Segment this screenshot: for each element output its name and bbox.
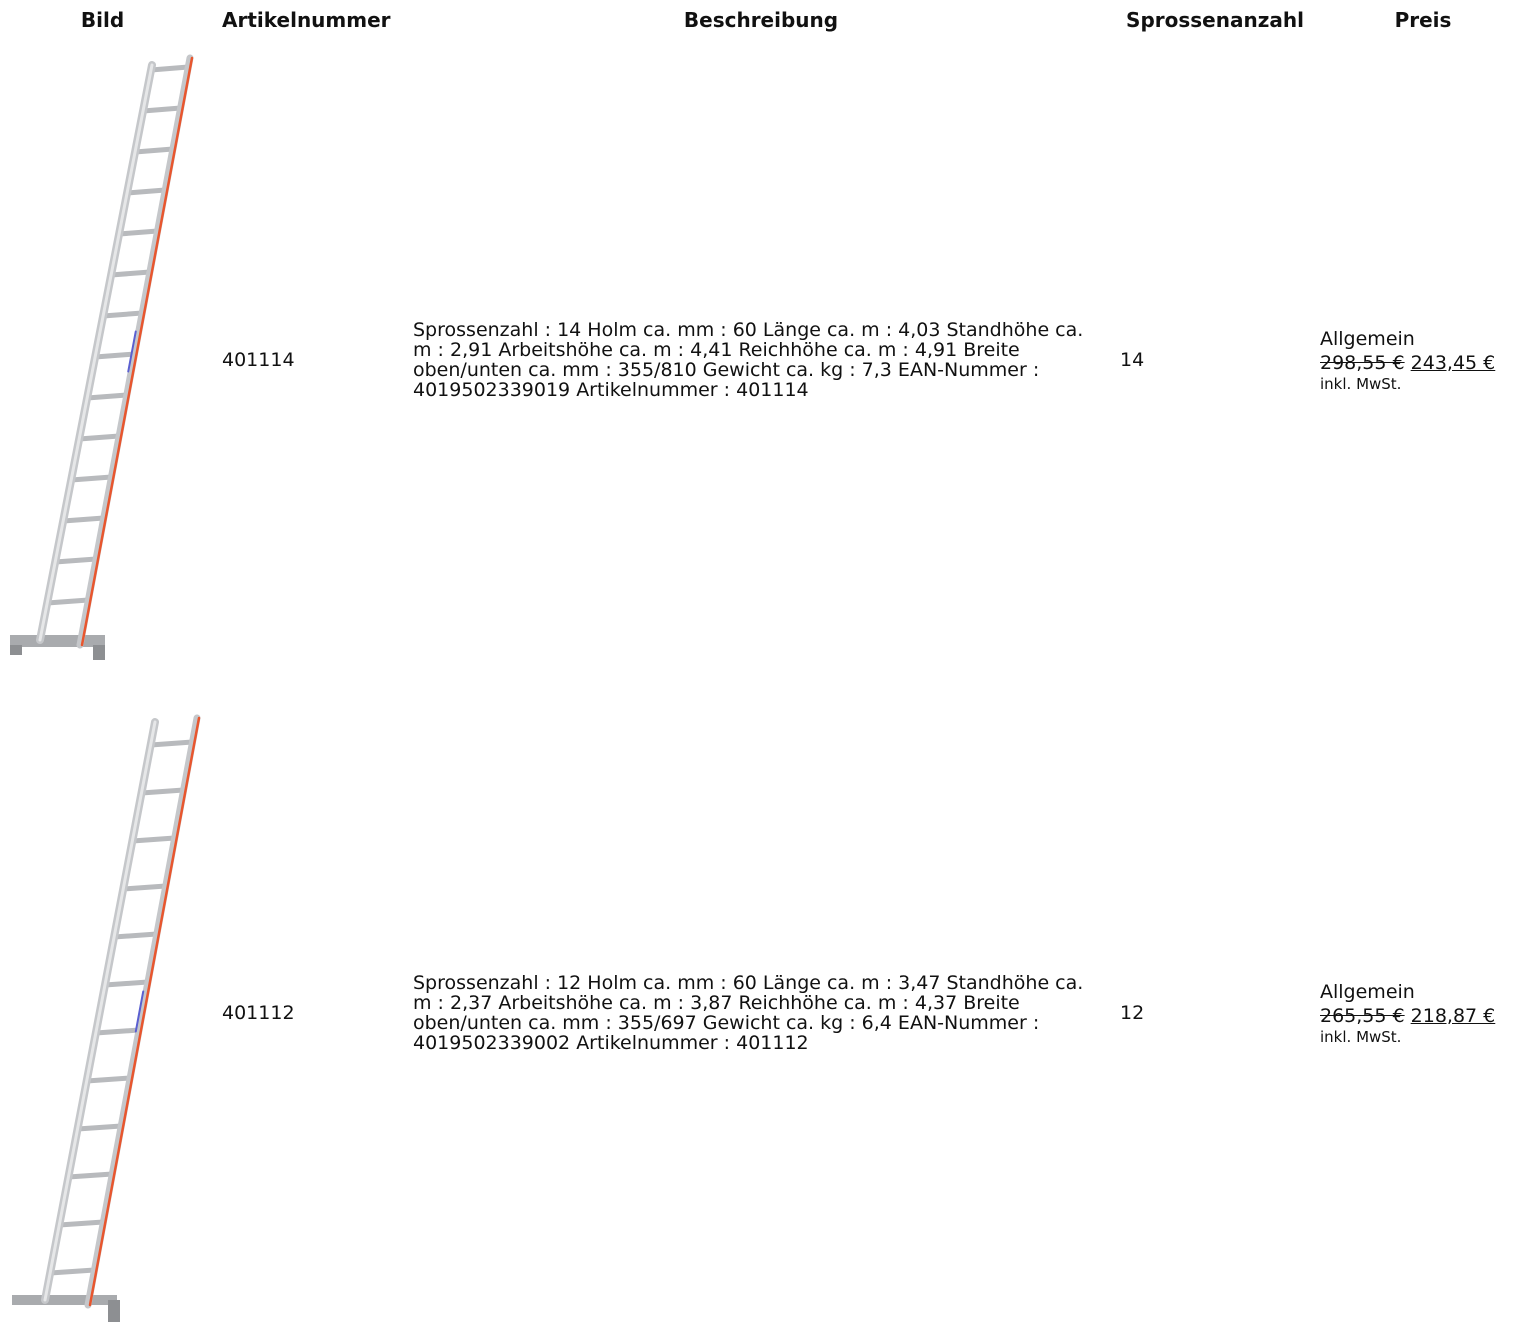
tax-note: inkl. MwSt. (1320, 1028, 1402, 1046)
column-header: Bild (80, 8, 125, 32)
ladder-part (88, 716, 201, 1307)
ladder-part (44, 597, 91, 606)
column-header: Beschreibung (683, 8, 839, 32)
ladder-part (102, 979, 151, 988)
ladder-foot (108, 1300, 120, 1322)
ladder-part (47, 1267, 97, 1276)
ladder-foot (12, 1295, 117, 1305)
price-label: Allgemein (1320, 328, 1415, 350)
ladder-part (84, 392, 130, 401)
price-cell: Allgemein 298,55 € 243,45 € inkl. MwSt. (1320, 45, 1531, 675)
ladder-part (75, 1123, 124, 1132)
ladder-part (76, 433, 122, 442)
ladder-part (84, 714, 201, 1309)
ladder-part (120, 883, 169, 892)
ladder-part (80, 56, 194, 647)
description-text: Sprossenzahl : 12 Holm ca. mm : 60 Länge… (413, 972, 1084, 1054)
ladder-foot (10, 645, 22, 655)
ladder-image (10, 54, 194, 660)
ladder-image (12, 714, 201, 1322)
price-cell: Allgemein 265,55 € 218,87 € inkl. MwSt. (1320, 700, 1531, 1326)
column-header: Artikelnummer (222, 8, 391, 32)
ladder-part (127, 330, 137, 373)
ladder-part (132, 146, 176, 155)
ladder-part (76, 54, 194, 649)
ladder-part (65, 1171, 115, 1180)
ladder-part (84, 1075, 133, 1084)
ladder-part (148, 64, 191, 73)
description: Sprossenzahl : 12 Holm ca. mm : 60 Länge… (413, 700, 1103, 1326)
ladder-part (43, 720, 157, 1302)
new-price[interactable]: 243,45 € (1410, 352, 1496, 374)
ladder-foot (10, 635, 105, 647)
price: Allgemein 265,55 € 218,87 € inkl. MwSt. (1320, 980, 1495, 1046)
ladder-part (100, 310, 145, 319)
ladder-part (38, 63, 154, 642)
ladder-part (56, 1219, 106, 1228)
new-price[interactable]: 218,87 € (1410, 1005, 1496, 1027)
ladder-part (68, 474, 114, 483)
rung-count: 12 (1120, 1002, 1145, 1024)
article-number: 401114 (222, 349, 295, 371)
rung-count: 14 (1120, 349, 1145, 371)
ladder-part (116, 228, 161, 237)
ladder-part (129, 835, 178, 844)
ladder-part (92, 351, 138, 360)
column-header: Sprossenanzahl (1126, 8, 1304, 32)
ladder-part (140, 105, 184, 114)
image-cell (0, 45, 210, 675)
article-number: 401112 (222, 1002, 295, 1024)
ladder-part (52, 556, 99, 565)
old-price: 298,55 € (1320, 352, 1405, 374)
ladder-part (108, 269, 153, 278)
ladder-part (138, 787, 187, 796)
description-text: Sprossenzahl : 14 Holm ca. mm : 60 Länge… (413, 319, 1084, 401)
ladder-part (60, 515, 107, 524)
ladder-part (148, 739, 196, 748)
ladder-part (134, 990, 145, 1033)
column-header: Preis (1394, 8, 1452, 32)
ladder-foot (93, 645, 105, 660)
price: Allgemein 298,55 € 243,45 € inkl. MwSt. (1320, 327, 1495, 393)
tax-note: inkl. MwSt. (1320, 375, 1402, 393)
price-label: Allgemein (1320, 981, 1415, 1003)
ladder-part (124, 187, 168, 196)
old-price: 265,55 € (1320, 1005, 1405, 1027)
ladder-part (93, 1027, 142, 1036)
ladder-part (111, 931, 160, 940)
image-cell (0, 700, 210, 1322)
description: Sprossenzahl : 14 Holm ca. mm : 60 Länge… (413, 45, 1103, 675)
